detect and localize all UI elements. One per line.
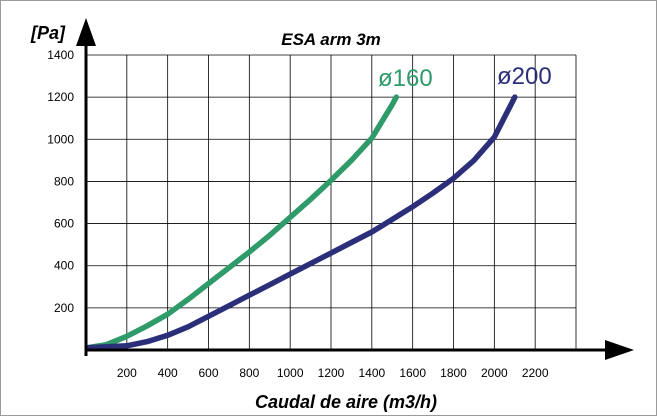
y-tick-label: 200: [54, 301, 74, 315]
axes: [76, 18, 634, 360]
x-tick-label: 1200: [318, 366, 345, 380]
x-tick-label: 600: [198, 366, 218, 380]
x-axis-title: Caudal de aire (m3/h): [255, 392, 437, 412]
y-tick-label: 1200: [47, 90, 74, 104]
y-tick-label: 400: [54, 259, 74, 273]
x-tick-label: 1600: [399, 366, 426, 380]
x-axis-arrow: [605, 340, 634, 360]
x-tick-label: 200: [117, 366, 137, 380]
x-tick-label: 1400: [358, 366, 385, 380]
x-tick-label: 1800: [440, 366, 467, 380]
y-tick-label: 800: [54, 174, 74, 188]
series-line-1: [86, 94, 518, 350]
x-tick-label: 800: [239, 366, 259, 380]
y-axis-title: [Pa]: [30, 23, 66, 43]
x-tick-label: 1000: [277, 366, 304, 380]
series-group: [86, 94, 518, 350]
series-label-d200: ø200: [497, 63, 552, 90]
series-label-d160: ø160: [378, 65, 433, 92]
x-tick-label: 400: [158, 366, 178, 380]
x-tick-label: 2000: [481, 366, 508, 380]
y-tick-label: 1400: [47, 48, 74, 62]
y-tick-label: 600: [54, 217, 74, 231]
y-axis-arrow: [76, 18, 96, 46]
x-tick-label: 2200: [522, 366, 549, 380]
tick-labels: 200 400 600 800 1000 1200 1400 1600 1800 2000 2200…: [47, 48, 549, 380]
series-line-0: [86, 94, 400, 350]
y-tick-label: 1000: [47, 132, 74, 146]
chart-title: ESA arm 3m: [281, 30, 381, 49]
